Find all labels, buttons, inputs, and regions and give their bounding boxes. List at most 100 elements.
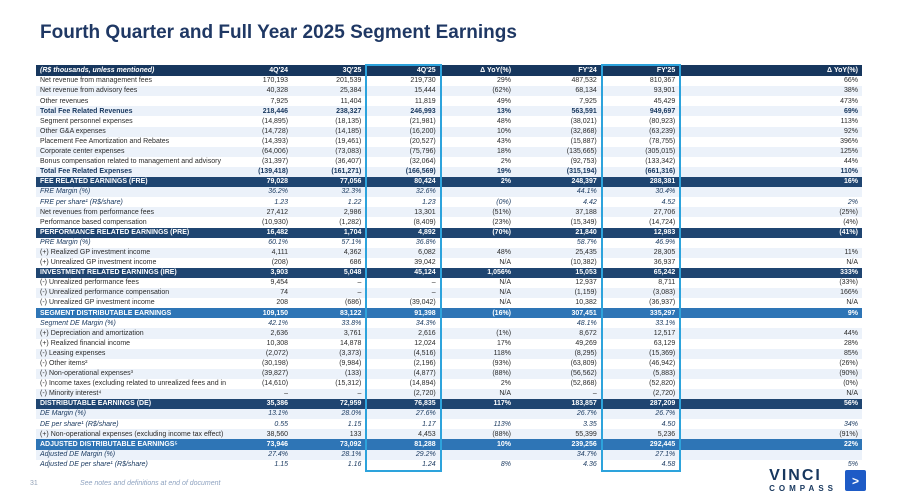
cell-value: 21,840 (515, 227, 602, 238)
cell-value: 11% (680, 247, 862, 258)
cell-value: (1,159) (515, 288, 602, 299)
table-row: (-) Leasing expenses (2,072) (3,373) (4,516… (36, 348, 862, 359)
cell-value: 810,367 (600, 76, 682, 87)
cell-value: 45,124 (365, 267, 442, 278)
cell-value: 3,761 (292, 328, 367, 339)
cell-value: 44% (680, 328, 862, 339)
cell-value: 170,193 (262, 77, 289, 85)
cell-value: (4,516) (365, 348, 442, 359)
cell-value: 15,444 (365, 86, 442, 97)
cell-value: 33.8% (341, 319, 362, 327)
cell-value: 27.6% (365, 409, 442, 420)
cell-value: (1,282) (339, 218, 362, 226)
cell-value: 117% (440, 399, 516, 410)
row-label: Segment personnel expenses (40, 117, 133, 125)
cell-value: N/A (499, 279, 512, 287)
cell-value: (73,083) (292, 146, 367, 157)
cell-value: 81,288 (365, 439, 442, 450)
cell-value: 4.58 (600, 459, 682, 472)
cell-value: 1,704 (292, 227, 367, 238)
cell-value: (32,064) (365, 156, 442, 167)
column-header: 4Q'24 (225, 65, 293, 77)
cell-value: 49,269 (575, 339, 597, 347)
cell-value: 63,129 (600, 338, 682, 349)
cell-value (680, 238, 862, 248)
table-row: (+) Unrealized GP investment income (208)… (36, 257, 862, 268)
row-label: Other revenues (40, 97, 89, 105)
cell-value: (21,981) (365, 116, 442, 127)
cell-value: 72,959 (292, 399, 367, 410)
cell-value: (36,407) (335, 158, 362, 166)
table-row: Performance based compensation (10,930) (1… (36, 217, 862, 228)
table-row: PRE Margin (%) 60.1% 57.1% 36.8% 58.7% 46.9% (36, 237, 862, 248)
cell-value: 10% (440, 439, 516, 450)
cell-value: (31,397) (261, 158, 289, 166)
cell-value: 36,937 (600, 257, 682, 268)
segment-earnings-table: (R$ thousands, unless mentioned) 4Q'24 3Q'… (36, 63, 862, 472)
table-row: FEE RELATED EARNINGS (FRE) 79,028 77,056 80… (36, 177, 862, 188)
cell-value: 12,983 (600, 227, 682, 238)
column-header: FY'24 (515, 65, 602, 77)
cell-value: 113% (493, 420, 512, 428)
cell-value: – (225, 389, 293, 400)
cell-value: 3.35 (583, 420, 597, 428)
cell-value: (56,562) (515, 368, 602, 379)
cell-value: (4%) (843, 218, 858, 226)
footnote-text: See notes and definitions at end of docu… (80, 480, 221, 487)
row-label: Adjusted DE per share¹ (R$/share) (40, 461, 148, 469)
cell-value: 6,082 (365, 247, 442, 258)
row-label: Net revenue from advisory fees (36, 86, 226, 97)
table-row: (-) Unrealized GP investment income 208 (6… (36, 298, 862, 309)
row-label: (-) Income taxes (excluding related to u… (40, 380, 226, 388)
table-row: FRE per share¹ (R$/share) 1.23 1.22 1.23 (0%… (36, 197, 862, 208)
cell-value: 27.1% (600, 449, 682, 460)
cell-value: 133 (292, 429, 367, 440)
cell-value: 12,517 (600, 328, 682, 339)
column-header: Δ YoY(%) (440, 65, 516, 77)
row-label: INVESTMENT RELATED EARNINGS (IRE) (36, 267, 226, 278)
cell-value: 10,382 (575, 299, 597, 307)
logo-text: VINCI COMPASS (769, 468, 837, 494)
table-row: DISTRIBUTABLE EARNINGS (DE) 35,386 72,959 7… (36, 399, 862, 410)
cell-value: 16% (680, 177, 862, 188)
cell-value: (0%) (496, 198, 512, 206)
cell-value: 28.0% (292, 409, 367, 420)
row-label: (-) Leasing expenses (36, 348, 226, 359)
cell-value: 292,445 (600, 439, 682, 450)
cell-value: 11,819 (365, 96, 442, 107)
cell-value: (14,185) (292, 126, 367, 137)
segment-earnings-table-wrap: (R$ thousands, unless mentioned) 4Q'24 3Q'… (36, 63, 862, 472)
cell-value: 46.9% (600, 237, 682, 248)
cell-value: 166% (680, 288, 862, 299)
cell-value: 17% (497, 339, 512, 347)
cell-value (440, 449, 516, 460)
cell-value: (30,198) (261, 360, 289, 368)
cell-value: 239,256 (515, 439, 602, 450)
cell-value: 29.2% (365, 449, 442, 460)
cell-value: 12,024 (365, 338, 442, 349)
cell-value: (33%) (839, 279, 858, 287)
cell-value: 16,482 (225, 227, 293, 238)
cell-value: 39,042 (365, 257, 442, 268)
table-row: Net revenue from advisory fees 40,328 25,3… (36, 86, 862, 97)
cell-value: N/A (440, 288, 516, 299)
cell-value: 2% (847, 198, 858, 206)
cell-value: 60.1% (268, 238, 289, 246)
cell-value: 686 (349, 259, 362, 267)
cell-value: (19,461) (335, 137, 362, 145)
cell-value: (8,409) (365, 217, 442, 228)
column-header: 4Q'25 (365, 63, 442, 77)
row-label: (+) Depreciation and amortization (36, 328, 226, 339)
cell-value: (10,930) (261, 218, 289, 226)
cell-value: (14,894) (365, 378, 442, 389)
cell-value: 19% (440, 166, 516, 178)
cell-value: 36.2% (225, 187, 293, 198)
table-row: (-) Minority interest⁴ – – (2,720) N/A – (2,72… (36, 389, 862, 400)
cell-value: N/A (846, 299, 858, 307)
cell-value: 4,892 (365, 227, 442, 238)
cell-value: (133) (292, 368, 367, 379)
cell-value: 335,297 (600, 308, 682, 319)
table-row: Other G&A expenses (14,728) (14,185) (16,20… (36, 126, 862, 137)
cell-value: 27.4% (225, 449, 293, 460)
cell-value: 2% (500, 380, 512, 388)
